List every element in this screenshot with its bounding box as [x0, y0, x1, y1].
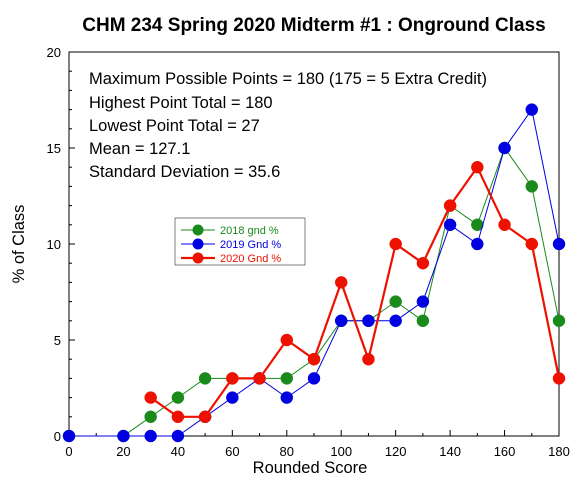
- data-point: [334, 314, 348, 328]
- data-point: [62, 429, 76, 443]
- stat-lowest: Lowest Point Total = 27: [89, 117, 260, 135]
- data-point: [389, 314, 402, 328]
- x-tick-label: 80: [280, 444, 294, 459]
- data-point: [280, 372, 294, 385]
- data-point: [198, 372, 212, 385]
- data-point: [280, 391, 294, 404]
- legend-marker: [192, 238, 204, 250]
- data-point: [171, 391, 185, 404]
- legend-item: 2019 Gnd %: [181, 238, 281, 251]
- data-point: [280, 333, 294, 347]
- data-point: [307, 352, 321, 366]
- data-point: [552, 314, 566, 328]
- y-tick-label: 10: [47, 237, 61, 252]
- data-point: [226, 391, 239, 404]
- data-point: [226, 372, 239, 385]
- legend-item: 2018 gnd %: [181, 224, 279, 237]
- x-tick-label: 160: [494, 444, 516, 459]
- x-tick-label: 40: [171, 444, 185, 459]
- data-point: [498, 141, 511, 155]
- data-point: [552, 372, 566, 385]
- legend-item: 2020 Gnd %: [181, 252, 281, 265]
- data-point: [389, 295, 402, 308]
- stats-annotation: Maximum Possible Points = 180 (175 = 5 E…: [89, 70, 487, 181]
- x-tick-label: 100: [330, 444, 352, 459]
- x-tick-label: 140: [439, 444, 461, 459]
- data-point: [144, 429, 157, 443]
- data-point: [171, 410, 185, 424]
- data-point: [362, 314, 375, 328]
- legend-label: 2020 Gnd %: [220, 253, 281, 265]
- data-point: [552, 237, 566, 251]
- stat-highest: Highest Point Total = 180: [89, 94, 273, 112]
- legend-marker: [192, 224, 204, 236]
- series-line: [69, 147, 560, 437]
- stat-max-points: Maximum Possible Points = 180 (175 = 5 E…: [89, 70, 487, 88]
- x-tick-label: 0: [65, 444, 72, 459]
- data-point: [471, 237, 484, 251]
- x-tick-label: 60: [225, 444, 239, 459]
- data-point: [416, 256, 430, 270]
- data-point: [525, 180, 539, 193]
- legend: 2018 gnd % 2019 Gnd % 2020 Gnd %: [174, 217, 306, 266]
- y-tick-label: 0: [54, 429, 61, 444]
- data-point: [443, 218, 457, 232]
- x-tick-label: 120: [385, 444, 407, 459]
- data-point: [525, 103, 539, 116]
- stat-std-dev: Standard Deviation = 35.6: [89, 163, 280, 181]
- data-point: [443, 199, 457, 212]
- y-axis-title: % of Class: [10, 205, 28, 284]
- series-line: [69, 109, 560, 437]
- series-2: [62, 103, 566, 443]
- series-line: [150, 166, 561, 418]
- data-point: [171, 429, 185, 443]
- data-point: [471, 160, 484, 174]
- y-axis: 0 5 10 15 20: [47, 45, 75, 444]
- data-point: [498, 218, 511, 232]
- series-1: [62, 141, 566, 443]
- data-point: [362, 352, 375, 366]
- series-layer: [62, 103, 566, 443]
- x-tick-label: 180: [548, 444, 570, 459]
- data-point: [525, 237, 539, 251]
- data-point: [471, 218, 484, 232]
- data-point: [198, 410, 212, 424]
- data-point: [389, 237, 402, 251]
- data-point: [416, 314, 430, 328]
- data-point: [144, 391, 157, 404]
- data-point: [253, 372, 266, 385]
- data-point: [416, 295, 430, 308]
- data-point: [307, 372, 321, 385]
- x-axis-title: Rounded Score: [253, 459, 368, 477]
- series-3: [144, 160, 566, 424]
- data-point: [117, 429, 130, 443]
- y-tick-label: 5: [54, 333, 61, 348]
- data-point: [334, 276, 348, 289]
- stat-mean: Mean = 127.1: [89, 140, 190, 158]
- legend-label: 2019 Gnd %: [220, 239, 281, 251]
- legend-marker: [192, 252, 204, 264]
- x-tick-label: 20: [116, 444, 130, 459]
- y-tick-label: 15: [47, 141, 61, 156]
- chart-title: CHM 234 Spring 2020 Midterm #1 : Ongroun…: [82, 15, 546, 36]
- y-tick-label: 20: [47, 45, 61, 60]
- legend-label: 2018 gnd %: [220, 225, 279, 237]
- data-point: [144, 410, 157, 424]
- x-axis: 0 20 40 60 80 100 120 140 160 180: [65, 430, 570, 459]
